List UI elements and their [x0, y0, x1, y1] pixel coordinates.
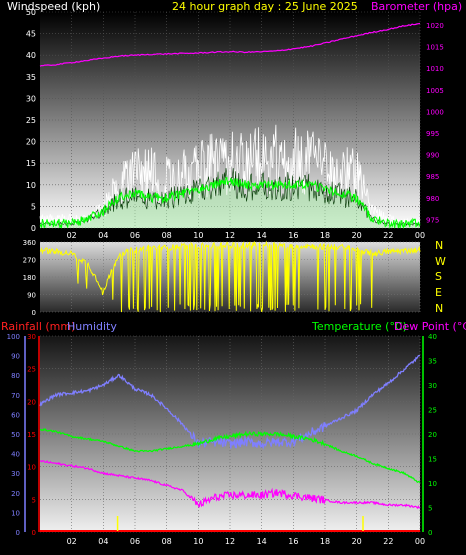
humidity-y-tick-label: 30: [11, 470, 20, 478]
wind-y-tick-label: 50: [26, 8, 36, 17]
humidity-series: [39, 354, 421, 450]
direction-y-tick-label: 90: [27, 292, 36, 300]
temperature-y-tick-label: 10: [428, 480, 437, 488]
humidity-y-tick-label: 80: [11, 372, 20, 380]
dewpoint-axis-label: Dew Point (°C): [394, 320, 466, 333]
humidity-y-tick-label: 100: [7, 333, 20, 341]
wind-range-fill: [40, 168, 420, 228]
compass-n-top: N: [435, 239, 444, 252]
rain-y-tick-label: 25: [27, 366, 36, 374]
temperature-y-tick-label: 30: [428, 382, 437, 390]
barometer-y-tick-label: 995: [426, 130, 439, 138]
direction-y-tick-label: 360: [23, 239, 36, 247]
wind-y-tick-label: 0: [31, 224, 36, 233]
barometer-y-tick-label: 1015: [426, 44, 444, 52]
dewpoint-series: [39, 460, 421, 510]
humidity-y-tick-label: 90: [11, 353, 20, 361]
wind-y-tick-label: 10: [26, 181, 36, 190]
temperature-y-tick-label: 5: [428, 505, 432, 513]
temperature-x-tick-label: 16: [288, 537, 298, 546]
temperature-y-tick-label: 20: [428, 431, 437, 439]
rainfall-axis-label: Rainfall (mm): [1, 320, 76, 333]
wind-x-tick-label: 18: [320, 231, 330, 240]
wind-y-tick-label: 25: [26, 116, 36, 125]
temperature-axis-label: Temperature (°C): [312, 320, 407, 333]
wind-low-series: [39, 167, 421, 227]
barometer-y-tick-label: 1010: [426, 65, 444, 73]
temperature-y-tick-label: 40: [428, 333, 437, 341]
wind-x-tick-label: 12: [225, 231, 235, 240]
compass-e: E: [435, 286, 442, 299]
barometer-y-tick-label: 975: [426, 216, 439, 224]
windspeed-axis-label: Windspeed (kph): [7, 0, 101, 13]
temperature-y-tick-label: 15: [428, 456, 437, 464]
wind-y-tick-label: 30: [26, 94, 36, 103]
barometer-y-tick-label: 980: [426, 195, 439, 203]
temperature-y-tick-label: 0: [428, 529, 432, 537]
rain-y-tick-label: 15: [27, 431, 36, 439]
wind-x-tick-label: 06: [130, 231, 140, 240]
wind-y-tick-label: 45: [26, 30, 36, 39]
barometer-y-tick-label: 1005: [426, 87, 444, 95]
temperature-x-tick-label: 18: [320, 537, 330, 546]
wind-x-tick-label: 08: [162, 231, 172, 240]
humidity-y-tick-label: 20: [11, 490, 20, 498]
wind-x-tick-label: 10: [193, 231, 203, 240]
temperature-x-tick-label: 06: [130, 537, 140, 546]
rain-y-tick-label: 30: [27, 333, 36, 341]
wind-y-tick-label: 5: [31, 202, 36, 211]
rain-y-tick-label: 0: [32, 529, 36, 537]
barometer-series: [39, 22, 421, 67]
wind-y-tick-label: 40: [26, 51, 36, 60]
wind-y-tick-label: 35: [26, 73, 36, 82]
barometer-y-tick-label: 985: [426, 173, 439, 181]
humidity-axis-label: Humidity: [67, 320, 117, 333]
wind-x-tick-label: 02: [67, 231, 77, 240]
wind-average-series: [39, 177, 421, 230]
barometer-y-tick-label: 1020: [426, 22, 444, 30]
temperature-x-tick-label: 20: [352, 537, 362, 546]
temperature-x-tick-label: 12: [225, 537, 235, 546]
humidity-y-tick-label: 70: [11, 392, 20, 400]
temperature-y-tick-label: 25: [428, 407, 437, 415]
wind-x-tick-label: 00: [415, 231, 425, 240]
wind-y-tick-label: 15: [26, 159, 36, 168]
rain-y-tick-label: 5: [32, 496, 36, 504]
barometer-y-tick-label: 1000: [426, 108, 444, 116]
temperature-x-tick-label: 08: [162, 537, 172, 546]
wind-x-tick-label: 16: [288, 231, 298, 240]
humidity-y-tick-label: 50: [11, 431, 20, 439]
humidity-y-tick-label: 40: [11, 451, 20, 459]
barometer-y-tick-label: 990: [426, 152, 439, 160]
temperature-x-tick-label: 04: [98, 537, 108, 546]
humidity-y-tick-label: 60: [11, 411, 20, 419]
direction-y-tick-label: 180: [23, 274, 36, 282]
temperature-x-tick-label: 14: [257, 537, 267, 546]
direction-y-tick-label: 0: [32, 309, 36, 317]
temperature-y-tick-label: 35: [428, 358, 437, 366]
humidity-y-tick-label: 10: [11, 509, 20, 517]
compass-w: W: [435, 255, 446, 268]
wind-x-tick-label: 04: [98, 231, 108, 240]
temperature-x-tick-label: 10: [193, 537, 203, 546]
chart-title: 24 hour graph day : 25 June 2025: [172, 0, 358, 13]
wind-y-tick-label: 20: [26, 138, 36, 147]
compass-n-bottom: N: [435, 302, 444, 315]
rain-y-tick-label: 20: [27, 398, 36, 406]
compass-s: S: [435, 270, 442, 283]
direction-y-tick-label: 270: [23, 257, 36, 265]
barometer-axis-label: Barometer (hpa): [371, 0, 463, 13]
wind-x-tick-label: 22: [383, 231, 393, 240]
wind-x-tick-label: 14: [257, 231, 267, 240]
temperature-x-tick-label: 00: [415, 537, 425, 546]
rain-y-tick-label: 10: [27, 464, 36, 472]
temperature-x-tick-label: 22: [383, 537, 393, 546]
temperature-x-tick-label: 02: [67, 537, 77, 546]
humidity-y-tick-label: 0: [16, 529, 20, 537]
wind-direction-series: [39, 240, 421, 313]
temperature-series: [39, 427, 421, 484]
wind-x-tick-label: 20: [352, 231, 362, 240]
